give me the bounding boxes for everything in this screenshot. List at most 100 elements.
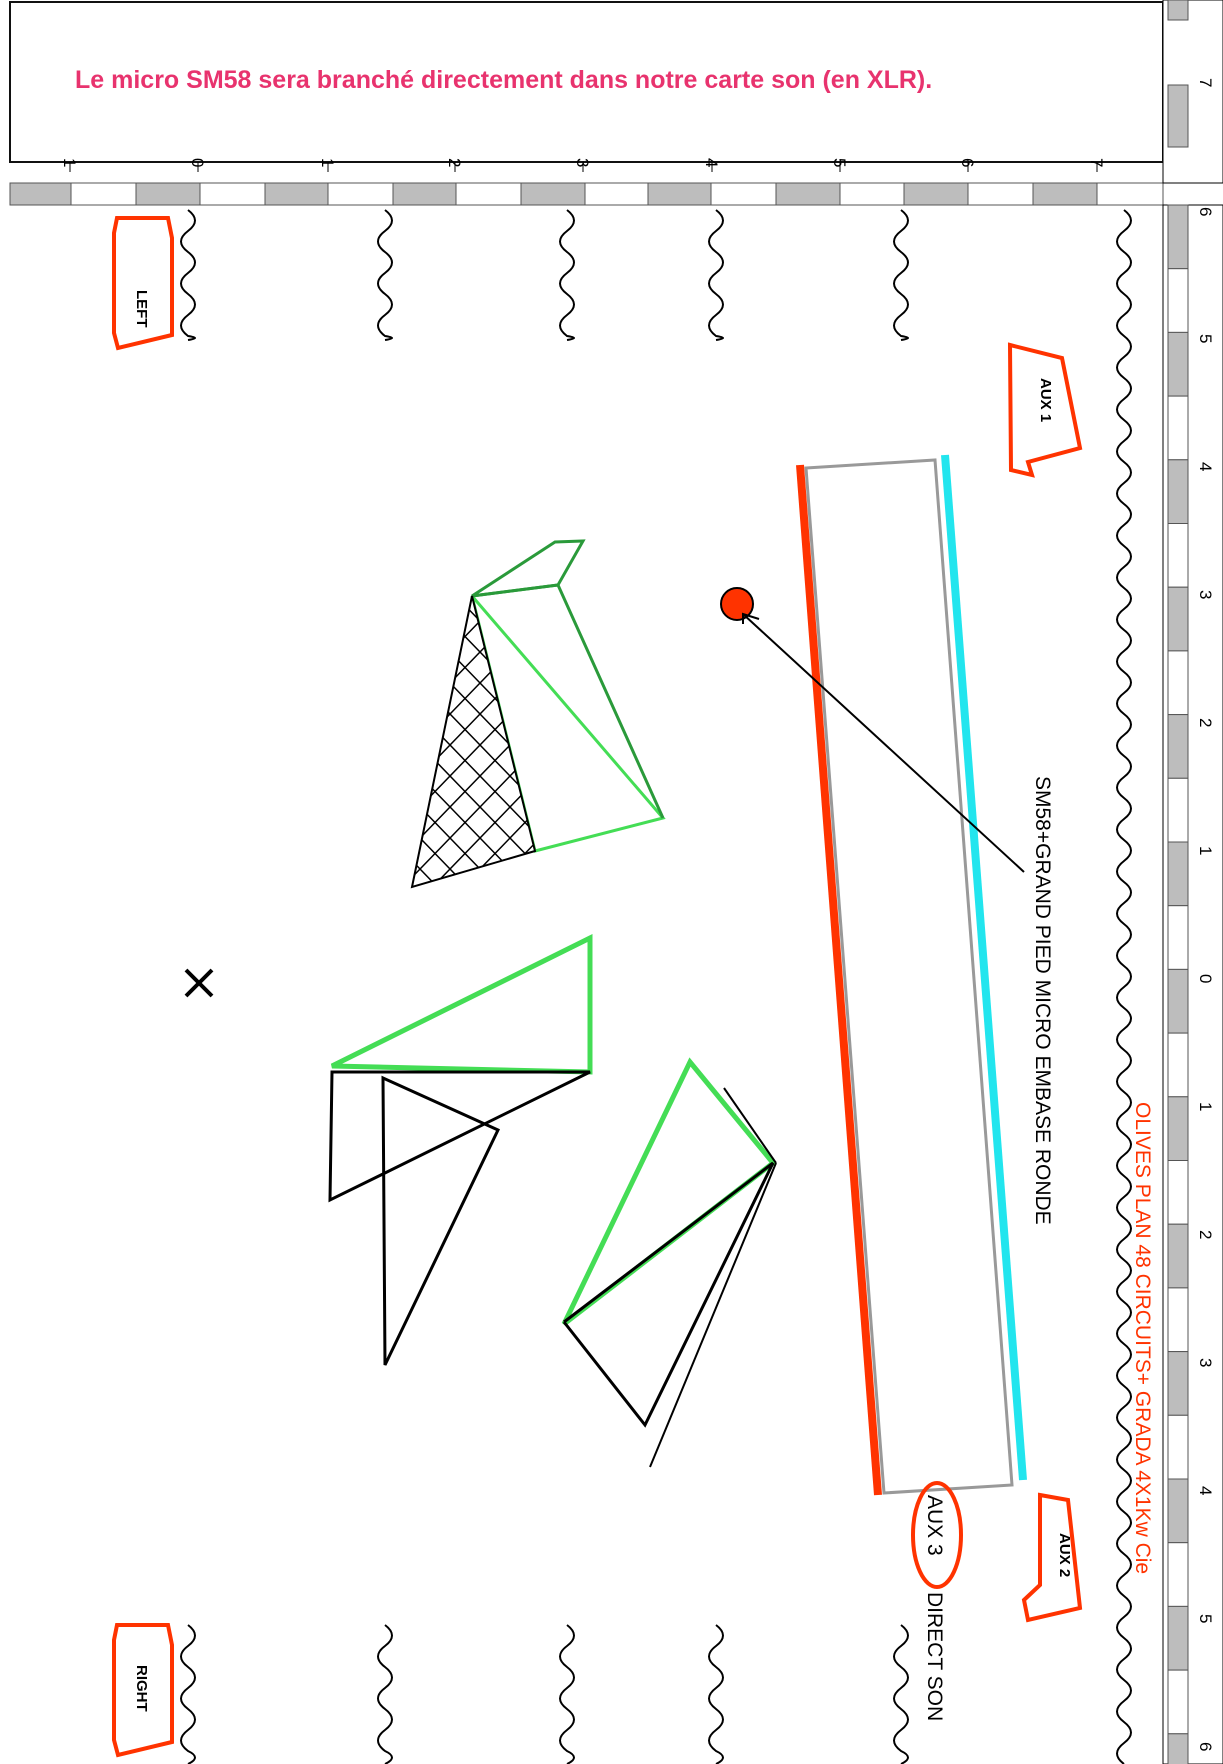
ruler-top-cell — [839, 182, 905, 206]
sm58-leader-line — [742, 613, 1025, 873]
flat-lower-leg — [649, 1162, 777, 1468]
ruler-top-cell — [199, 182, 266, 206]
aux3-circle — [911, 1481, 963, 1589]
hatch-line — [419, 596, 535, 887]
note-text: Le micro SM58 sera branché directement d… — [75, 66, 932, 94]
cable-loop-icon — [893, 209, 909, 341]
hatch-line — [0, 590, 300, 900]
hatch-line — [600, 590, 900, 900]
cable-run-upstage — [1116, 209, 1132, 1764]
hatch-line — [412, 596, 451, 887]
aux3-label: AUX 3 — [923, 1495, 946, 1556]
hatch-line — [30, 590, 330, 900]
aux2-tag-label: AUX 2 — [1056, 1533, 1073, 1577]
cable-runs-wings — [180, 209, 909, 1764]
ruler-right-cell — [1167, 968, 1189, 1034]
ruler-right-corner-label: 7 — [1196, 78, 1215, 87]
ruler-right-cell — [1167, 1542, 1189, 1607]
cable-loop-icon — [1116, 209, 1132, 1764]
ruler-top-cell — [647, 182, 712, 206]
left-tag-label: LEFT — [133, 290, 150, 328]
ruler-top-label: 5 — [830, 158, 849, 167]
ruler-top-label: 1 — [60, 158, 79, 167]
right-output-tag: RIGHT — [112, 1623, 174, 1758]
flat-lower-green — [561, 1057, 777, 1326]
hatch-line — [540, 590, 840, 900]
ruler-top-label: 1 — [318, 158, 337, 167]
ruler-right: 7 6 5 4 3 2 1 0 1 2 3 4 5 6 — [1162, 0, 1223, 1764]
sm58-label: SM58+GRAND PIED MICRO EMBASE RONDE — [1031, 776, 1054, 1225]
ruler-top-cell — [455, 182, 522, 206]
hatch-line — [419, 596, 535, 887]
ruler-right-cell — [1167, 1096, 1189, 1162]
hatch-line — [690, 590, 990, 900]
hatch-line — [449, 596, 535, 887]
cable-loop-icon — [180, 209, 196, 341]
ruler-right-cell — [1167, 1414, 1189, 1480]
hatch-line — [479, 596, 535, 887]
ruler-right-label: 5 — [1196, 1614, 1215, 1623]
ruler-top-cell — [1032, 182, 1098, 206]
ruler-right-label: 1 — [1196, 846, 1215, 855]
hatch-line — [412, 596, 421, 887]
ruler-right-cell — [1167, 268, 1189, 333]
flat-lower-edge — [723, 1087, 777, 1164]
cable-loop-icon — [708, 209, 724, 341]
ruler-right-label: 3 — [1196, 590, 1215, 599]
ruler-top-cell — [710, 182, 777, 206]
ruler-right-label: 4 — [1196, 1486, 1215, 1495]
ruler-right-label: 3 — [1196, 1358, 1215, 1367]
leader-arrowhead-icon — [742, 612, 760, 624]
hatch-line — [509, 596, 535, 887]
hatch-line — [412, 596, 535, 887]
flat-middle-green — [330, 933, 593, 1075]
ruler-top-label: 0 — [188, 158, 207, 167]
hatched-flat — [410, 595, 537, 889]
ruler-right-label: 6 — [1196, 207, 1215, 216]
microphone-position-icon — [720, 587, 754, 621]
ruler-right-cell — [1167, 1160, 1189, 1225]
ruler-right-label: 0 — [1196, 974, 1215, 983]
ruler-top-label: 4 — [702, 158, 721, 167]
hatch-line — [30, 590, 330, 900]
cable-loop-icon — [377, 1624, 393, 1764]
aux2-tag: AUX 2 — [1021, 1492, 1083, 1623]
hatch-line — [0, 590, 300, 900]
ruler-right-label: 1 — [1196, 1102, 1215, 1111]
ruler-top-cell — [70, 182, 137, 206]
ruler-right-cell — [1167, 1032, 1189, 1098]
ruler-right-cell — [1167, 395, 1189, 461]
ruler-right-cell — [1167, 777, 1189, 843]
ruler-top-cell — [520, 182, 586, 206]
ruler-top-cell — [775, 182, 841, 206]
ruler-right-cell — [1167, 905, 1189, 970]
ruler-top-cell — [584, 182, 649, 206]
hatch-line — [60, 590, 360, 900]
ruler-right-cell — [1167, 650, 1189, 716]
hatch-line — [690, 590, 990, 900]
ruler-right-cell — [1167, 1223, 1189, 1289]
ruler-right-cell — [1167, 1605, 1189, 1671]
flat-middle-triangle — [381, 1075, 501, 1366]
ruler-right-cell — [1167, 1669, 1189, 1735]
hatch-line — [540, 590, 840, 900]
direct-son-label: DIRECT SON — [923, 1592, 946, 1721]
cable-loop-icon — [377, 209, 393, 341]
ruler-right-label: 2 — [1196, 1230, 1215, 1239]
ruler-right-cell — [1167, 523, 1189, 588]
ruler-top-cell — [135, 182, 201, 206]
hatch-line — [412, 596, 535, 887]
ruler-right-cell — [1167, 1287, 1189, 1353]
hatch-line — [600, 590, 900, 900]
ruler-right-cell — [1167, 1478, 1189, 1544]
right-tag-label: RIGHT — [133, 1665, 150, 1712]
cable-loop-icon — [893, 1624, 909, 1764]
hatch-line — [412, 596, 511, 887]
hatch-line — [412, 596, 421, 887]
aux1-tag: AUX 1 — [1007, 342, 1083, 478]
flat-top-dark-edge — [471, 583, 665, 819]
ruler-top: 1 0 1 2 3 4 5 6 7 — [9, 158, 1164, 206]
hatch-line — [509, 596, 535, 887]
flat-middle-black — [328, 1070, 591, 1203]
ruler-right-corner-cell — [1167, 84, 1189, 148]
